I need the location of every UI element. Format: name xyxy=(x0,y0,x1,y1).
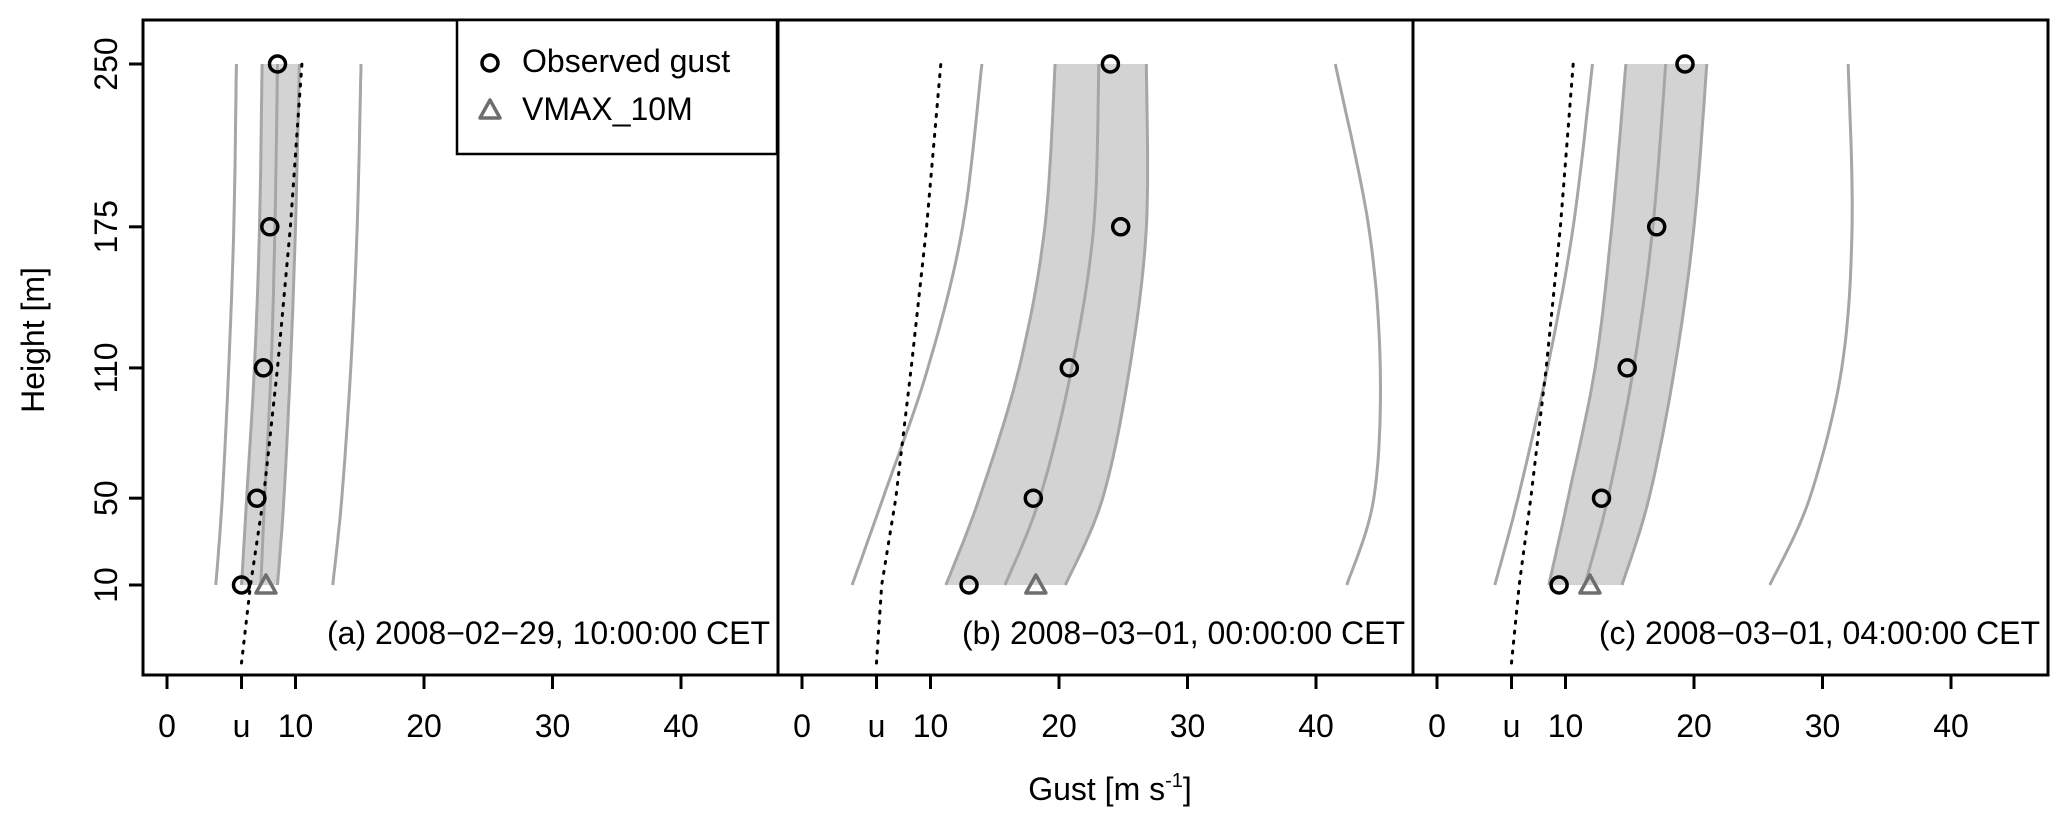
panel-a-band-upper-line xyxy=(276,63,301,586)
panel-b-dotted-line xyxy=(875,62,943,665)
panel-a-observed-point xyxy=(231,575,252,595)
legend-vmax-label: VMAX_10M xyxy=(522,91,693,127)
y-tick-label: 10 xyxy=(88,567,124,603)
panel-b-u-tick-label: u xyxy=(868,708,886,744)
panel-b-x-tick-label: 30 xyxy=(1170,708,1206,744)
y-axis-title: Height [m] xyxy=(15,267,51,413)
legend-observed-marker xyxy=(480,53,500,73)
panel-c-x-tick-label: 30 xyxy=(1805,708,1841,744)
panel-c-band-upper-line xyxy=(1620,63,1709,586)
panel-c-observed-point xyxy=(1675,54,1695,74)
panel-b-x-tick-label: 0 xyxy=(793,708,811,744)
legend: Observed gust VMAX_10M xyxy=(455,18,779,156)
y-tick-label: 50 xyxy=(88,480,124,516)
panel-a-x-tick-label: 10 xyxy=(278,708,314,744)
panel-c-x-tick-label: 40 xyxy=(1933,708,1969,744)
panel-c-observed-point xyxy=(1646,217,1667,237)
panel-a-u-tick-label: u xyxy=(233,708,251,744)
panel-b-band-upper-line xyxy=(1064,64,1150,586)
panel-a-outer-right-line xyxy=(331,63,363,586)
legend-box xyxy=(455,18,779,156)
panel-a-label: (a) 2008−02−29, 10:00:00 CET xyxy=(327,615,770,651)
y-tick-label: 110 xyxy=(88,342,124,393)
panel-c-x-tick-label: 10 xyxy=(1548,708,1584,744)
panel-b-observed-point xyxy=(1110,217,1131,237)
panel-a-dotted-line xyxy=(240,62,304,665)
panel-b-x-tick-label: 40 xyxy=(1298,708,1334,744)
panel-a: (a) 2008−02−29, 10:00:00 CET 0 10 20 30 40 u xyxy=(141,18,780,744)
panel-a-observed-point xyxy=(267,54,288,74)
x-axis-title: Gust [m s-1] xyxy=(1028,770,1192,807)
panel-a-x-tick-label: 30 xyxy=(535,708,571,744)
panel-b-x-tick-label: 10 xyxy=(913,708,949,744)
panel-b-median-line xyxy=(1003,63,1101,586)
panel-c-observed-point xyxy=(1617,358,1637,378)
panel-c-x-tick-label: 0 xyxy=(1428,708,1446,744)
panel-c-frame xyxy=(1411,18,2050,677)
panel-b-observed-point xyxy=(1059,358,1080,378)
panel-a-x-tick-label: 20 xyxy=(406,708,442,744)
panel-b-observed-point xyxy=(1023,488,1044,508)
panel-c-dotted-line xyxy=(1510,62,1575,665)
panel-a-x-tick-label: 0 xyxy=(158,708,176,744)
panel-a-outer-left-line xyxy=(214,63,238,586)
panel-c-u-tick-label: u xyxy=(1503,708,1521,744)
panel-c-label: (c) 2008−03−01, 04:00:00 CET xyxy=(1599,615,2040,651)
y-tick-label: 250 xyxy=(88,37,124,90)
panel-b-label: (b) 2008−03−01, 00:00:00 CET xyxy=(962,615,1405,651)
panel-b-observed-point xyxy=(1100,54,1121,74)
panel-c-band-fill xyxy=(1548,64,1707,585)
panel-a-x-tick-label: 40 xyxy=(663,708,699,744)
legend-vmax-marker xyxy=(478,98,502,120)
panel-b-x-tick-label: 20 xyxy=(1041,708,1077,744)
legend-observed-label: Observed gust xyxy=(522,43,730,79)
panel-c-outer-right-line xyxy=(1768,63,1854,586)
panel-c-outer-left-line xyxy=(1493,63,1594,586)
panel-c-band-lower-line xyxy=(1547,63,1628,586)
panel-c-observed-point xyxy=(1549,575,1569,595)
y-tick-label: 175 xyxy=(88,200,124,253)
panel-c-x-tick-label: 20 xyxy=(1676,708,1712,744)
panel-c-vmax-marker xyxy=(1578,573,1602,595)
panel-a-observed-point xyxy=(260,217,280,237)
panel-a-observed-point xyxy=(253,358,274,378)
panel-b-observed-point xyxy=(959,575,979,595)
panel-b-outer-right-line xyxy=(1333,63,1383,586)
panel-c-observed-point xyxy=(1591,488,1612,508)
panel-b-band-lower-line xyxy=(944,63,1057,586)
panel-c: (c) 2008−03−01, 04:00:00 CET 0 10 20 30 40 u xyxy=(1411,18,2050,744)
panel-a-observed-point xyxy=(247,488,267,508)
panel-a-vmax-marker xyxy=(254,573,278,595)
panel-b-vmax-marker xyxy=(1024,573,1048,595)
panel-b: (b) 2008−03−01, 00:00:00 CET 0 10 20 30 40 u xyxy=(776,18,1415,744)
panel-b-outer-left-line xyxy=(850,63,984,586)
